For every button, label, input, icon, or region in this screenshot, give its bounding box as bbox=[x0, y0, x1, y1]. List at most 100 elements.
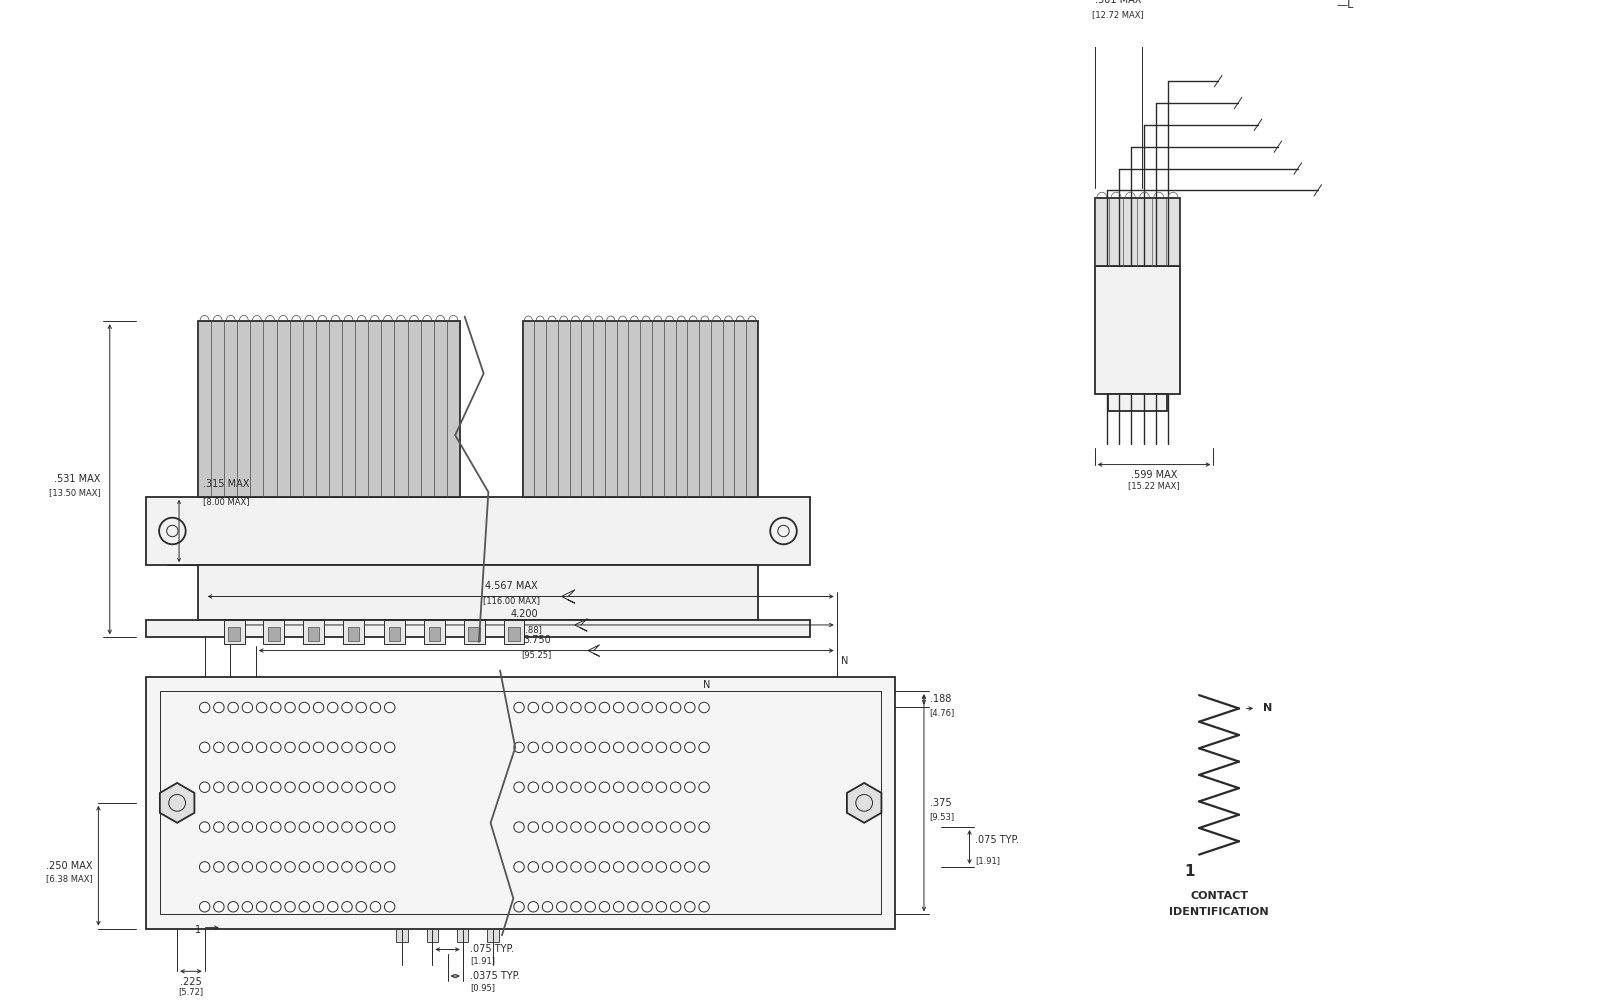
Text: .501 MAX: .501 MAX bbox=[1094, 0, 1141, 5]
Circle shape bbox=[699, 862, 709, 872]
Bar bbox=[397, 929, 408, 942]
Circle shape bbox=[685, 822, 694, 832]
Circle shape bbox=[285, 822, 296, 832]
Bar bbox=[224, 621, 245, 644]
Circle shape bbox=[586, 703, 595, 713]
Circle shape bbox=[384, 862, 395, 872]
Circle shape bbox=[314, 782, 323, 793]
Circle shape bbox=[357, 902, 366, 912]
Circle shape bbox=[200, 742, 210, 753]
Bar bbox=[1094, 198, 1181, 266]
Circle shape bbox=[200, 703, 210, 713]
Circle shape bbox=[227, 902, 238, 912]
Circle shape bbox=[370, 782, 381, 793]
Circle shape bbox=[642, 862, 653, 872]
Bar bbox=[523, 321, 758, 496]
Circle shape bbox=[656, 862, 667, 872]
Circle shape bbox=[328, 862, 338, 872]
Circle shape bbox=[627, 902, 638, 912]
Circle shape bbox=[270, 703, 282, 713]
Text: [9.53]: [9.53] bbox=[930, 812, 955, 821]
Circle shape bbox=[586, 822, 595, 832]
Bar bbox=[389, 627, 400, 641]
Circle shape bbox=[242, 902, 253, 912]
Circle shape bbox=[685, 742, 694, 753]
Circle shape bbox=[285, 703, 296, 713]
Bar bbox=[269, 627, 280, 641]
Circle shape bbox=[357, 782, 366, 793]
Text: [15.22 MAX]: [15.22 MAX] bbox=[1128, 481, 1179, 490]
Circle shape bbox=[314, 862, 323, 872]
Circle shape bbox=[586, 742, 595, 753]
Bar bbox=[464, 621, 485, 644]
Polygon shape bbox=[846, 783, 882, 823]
Circle shape bbox=[542, 703, 552, 713]
Circle shape bbox=[370, 822, 381, 832]
Circle shape bbox=[600, 902, 610, 912]
Text: [108.88]: [108.88] bbox=[506, 625, 542, 634]
Circle shape bbox=[342, 822, 352, 832]
Text: [13.50 MAX]: [13.50 MAX] bbox=[48, 488, 101, 497]
Circle shape bbox=[656, 822, 667, 832]
Bar bbox=[384, 621, 405, 644]
Circle shape bbox=[586, 782, 595, 793]
Circle shape bbox=[370, 703, 381, 713]
Circle shape bbox=[242, 822, 253, 832]
Circle shape bbox=[627, 742, 638, 753]
Text: .075 TYP.: .075 TYP. bbox=[470, 945, 514, 955]
Text: .250 MAX: .250 MAX bbox=[46, 861, 93, 871]
Text: .599 MAX: .599 MAX bbox=[1131, 469, 1178, 479]
Circle shape bbox=[328, 742, 338, 753]
Circle shape bbox=[384, 742, 395, 753]
Circle shape bbox=[685, 862, 694, 872]
Circle shape bbox=[557, 902, 566, 912]
Bar bbox=[309, 627, 320, 641]
Circle shape bbox=[613, 822, 624, 832]
Circle shape bbox=[600, 862, 610, 872]
Circle shape bbox=[214, 822, 224, 832]
Circle shape bbox=[571, 742, 581, 753]
Text: [4.76]: [4.76] bbox=[930, 709, 955, 718]
Circle shape bbox=[586, 862, 595, 872]
Circle shape bbox=[699, 822, 709, 832]
Circle shape bbox=[370, 862, 381, 872]
Circle shape bbox=[227, 862, 238, 872]
Bar bbox=[229, 627, 240, 641]
Circle shape bbox=[699, 703, 709, 713]
Circle shape bbox=[242, 782, 253, 793]
Circle shape bbox=[214, 703, 224, 713]
Circle shape bbox=[685, 782, 694, 793]
Bar bbox=[429, 627, 440, 641]
Text: [6.38 MAX]: [6.38 MAX] bbox=[46, 875, 93, 884]
Circle shape bbox=[314, 742, 323, 753]
Circle shape bbox=[299, 902, 309, 912]
Circle shape bbox=[670, 822, 682, 832]
Circle shape bbox=[214, 742, 224, 753]
Circle shape bbox=[200, 782, 210, 793]
Circle shape bbox=[328, 902, 338, 912]
Circle shape bbox=[600, 822, 610, 832]
Bar bbox=[424, 621, 445, 644]
Circle shape bbox=[227, 742, 238, 753]
Circle shape bbox=[542, 782, 552, 793]
Circle shape bbox=[542, 862, 552, 872]
Circle shape bbox=[557, 703, 566, 713]
Circle shape bbox=[600, 782, 610, 793]
Circle shape bbox=[200, 902, 210, 912]
Text: .188: .188 bbox=[930, 695, 950, 705]
Circle shape bbox=[528, 703, 539, 713]
Bar bbox=[304, 621, 325, 644]
Circle shape bbox=[613, 782, 624, 793]
Circle shape bbox=[357, 742, 366, 753]
Circle shape bbox=[227, 782, 238, 793]
Text: .315 MAX: .315 MAX bbox=[203, 479, 250, 489]
Circle shape bbox=[613, 862, 624, 872]
Circle shape bbox=[514, 782, 525, 793]
Circle shape bbox=[214, 862, 224, 872]
Circle shape bbox=[571, 782, 581, 793]
Circle shape bbox=[699, 782, 709, 793]
Text: [8.00 MAX]: [8.00 MAX] bbox=[203, 496, 250, 506]
Circle shape bbox=[357, 862, 366, 872]
Circle shape bbox=[627, 822, 638, 832]
Circle shape bbox=[670, 902, 682, 912]
